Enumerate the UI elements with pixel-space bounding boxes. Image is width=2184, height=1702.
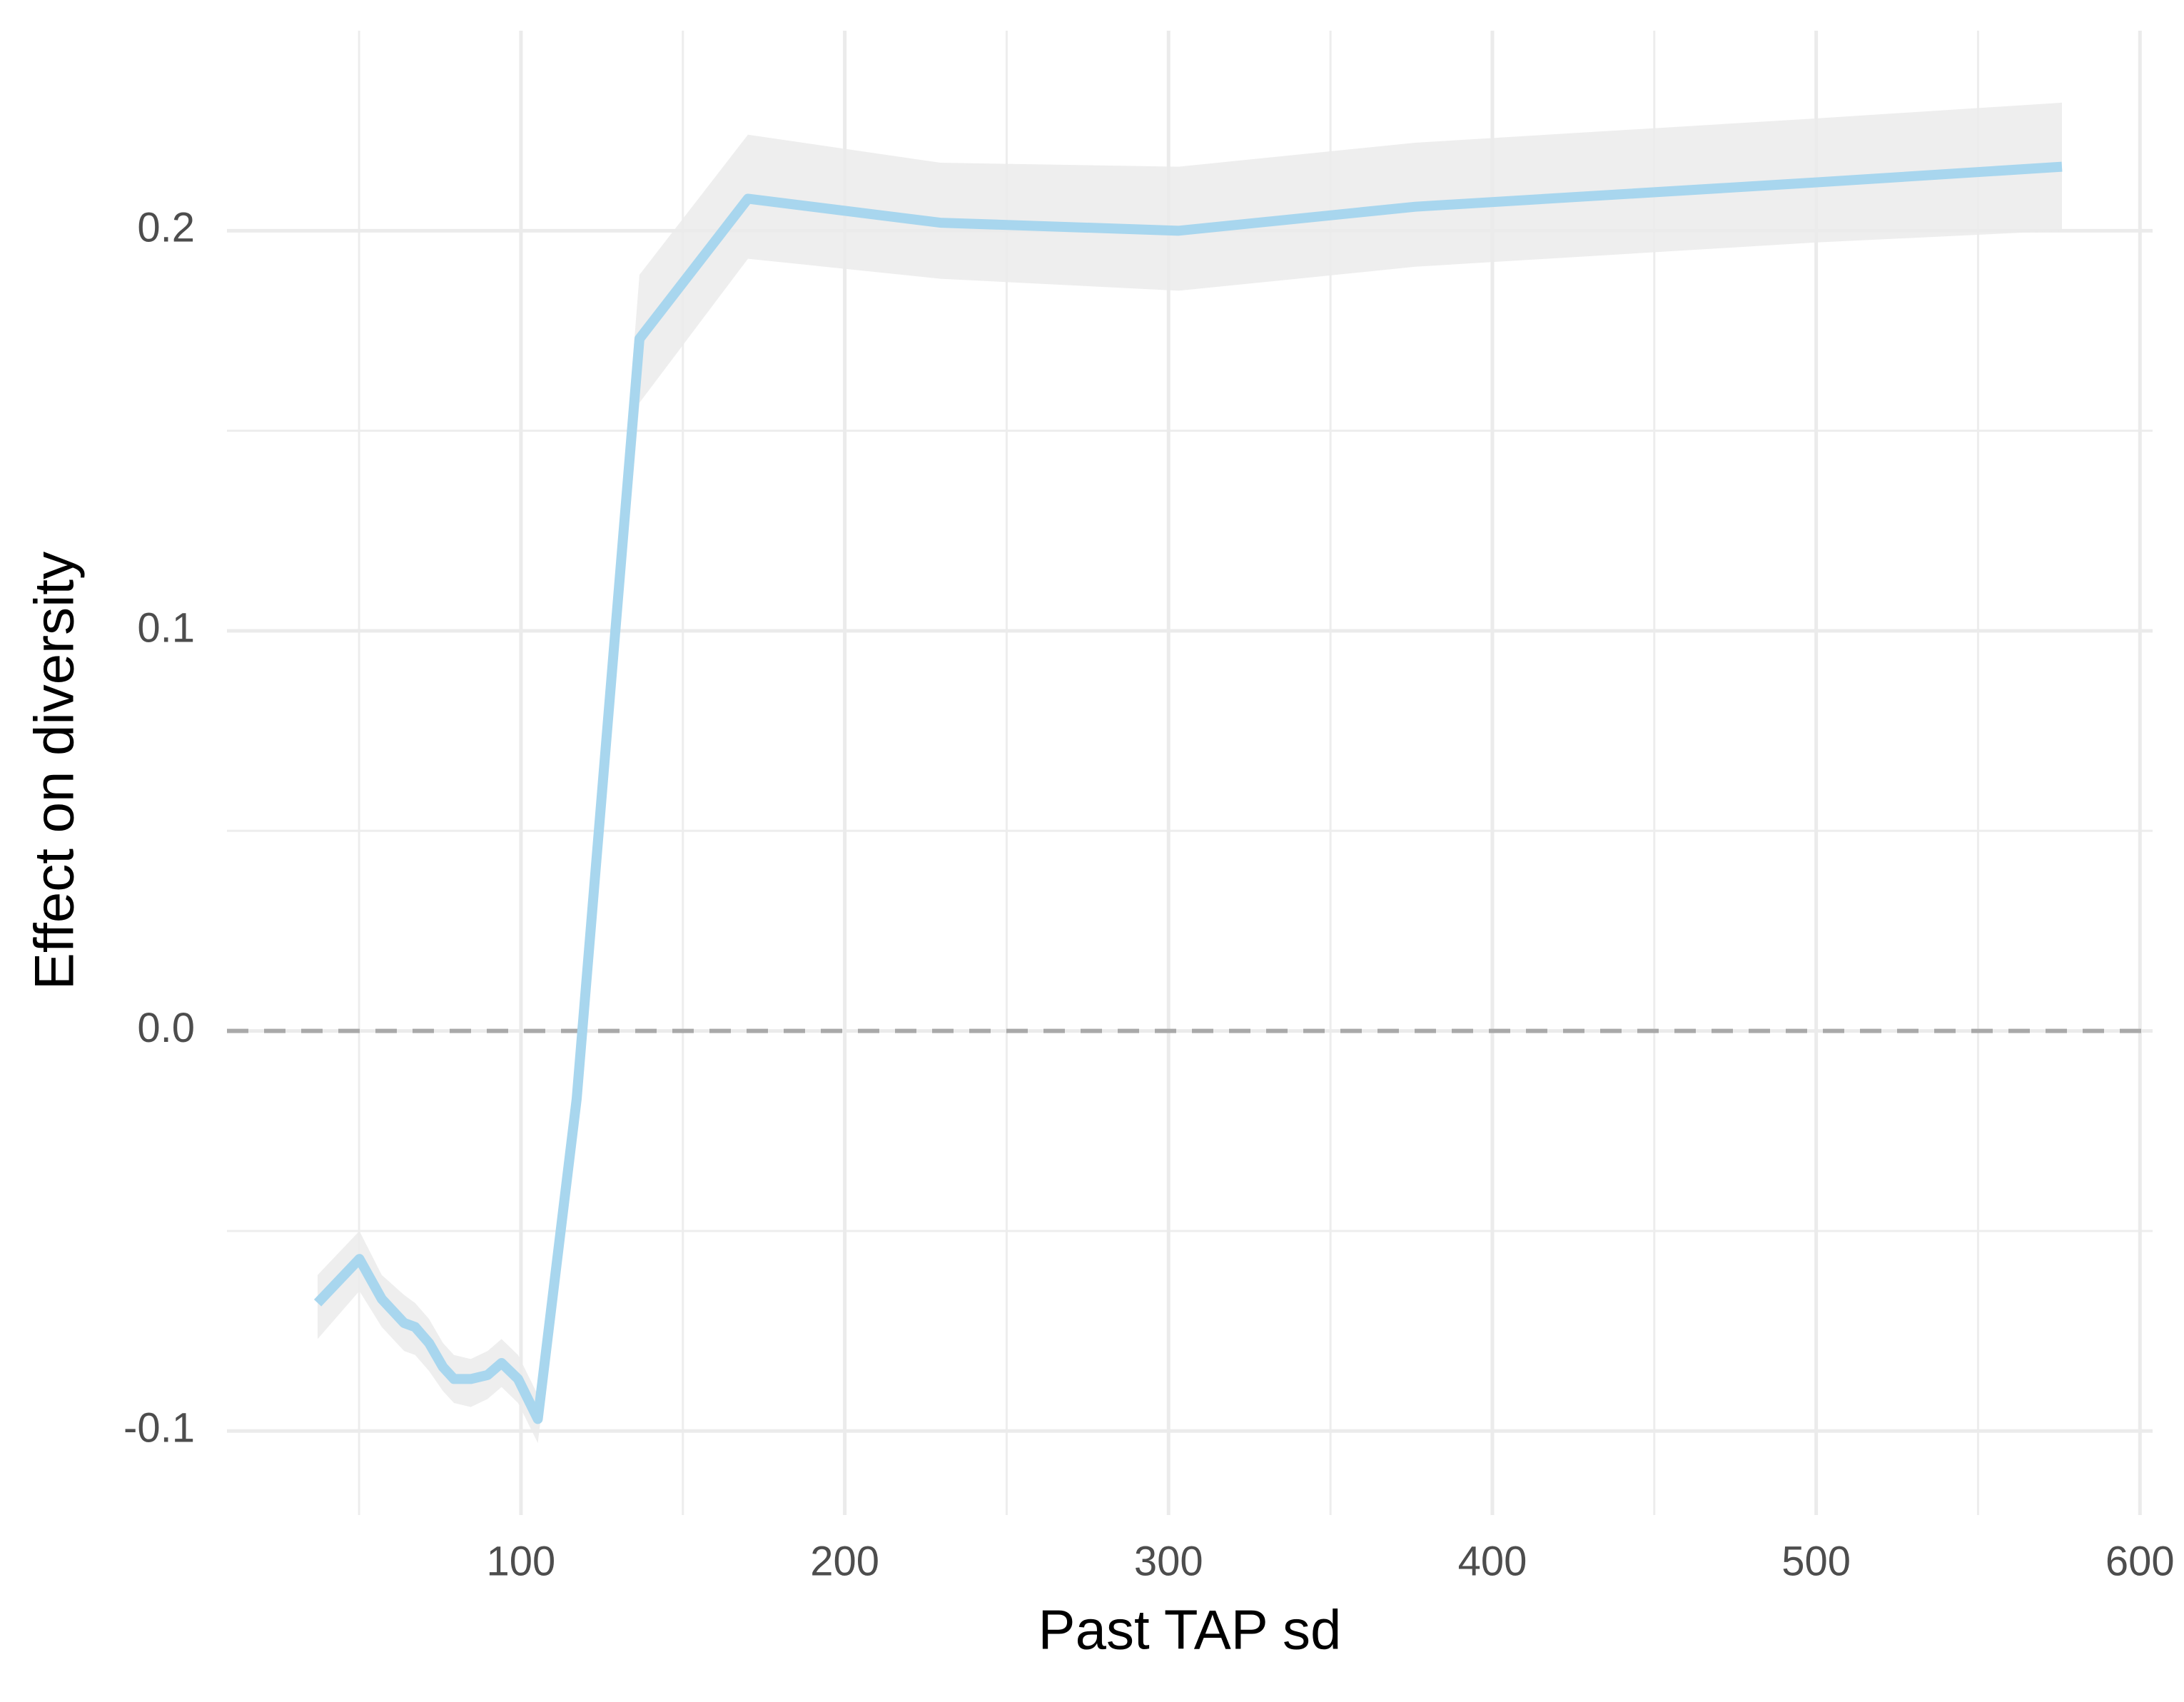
y-tick-label: 0.2 — [137, 205, 195, 251]
x-tick-label: 400 — [1458, 1538, 1527, 1584]
y-tick-label: 0.0 — [137, 1005, 195, 1051]
confidence-band — [318, 102, 2062, 1444]
x-tick-label: 500 — [1781, 1538, 1851, 1584]
x-axis-title: Past TAP sd — [1038, 1599, 1342, 1661]
x-tick-label: 100 — [487, 1538, 556, 1584]
x-tick-label: 300 — [1134, 1538, 1203, 1584]
axis-labels: 100 200 300 400 500 600 -0.1 0.0 0.1 0.2 — [123, 205, 2175, 1585]
plot-area — [227, 102, 2153, 1444]
line — [313, 161, 2063, 1424]
x-tick-label: 600 — [2105, 1538, 2175, 1584]
x-tick-label: 200 — [810, 1538, 879, 1584]
y-tick-label: -0.1 — [123, 1405, 195, 1452]
y-axis-title: Effect on diversity — [23, 552, 86, 990]
y-tick-label: 0.1 — [137, 604, 195, 651]
